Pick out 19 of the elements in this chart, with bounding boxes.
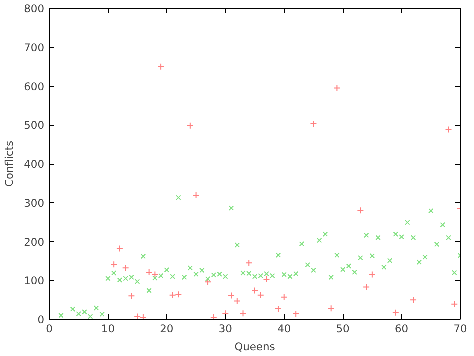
x-tick-label: 10	[101, 322, 116, 336]
y-tick-label: 700	[24, 41, 45, 54]
y-tick-label: 200	[24, 236, 45, 249]
x-tick-label: 20	[160, 322, 174, 336]
y-axis-title: Conflicts	[3, 140, 16, 187]
y-tick-label: 800	[24, 2, 45, 16]
y-tick-label: 600	[24, 80, 45, 94]
y-tick-label: 300	[24, 196, 45, 210]
x-tick-label: 50	[336, 322, 350, 336]
x-tick-label: 0	[46, 322, 54, 336]
y-tick-label: 400	[24, 158, 45, 171]
y-tick-label: 100	[24, 274, 45, 288]
x-tick-label: 60	[395, 322, 409, 336]
x-tick-label: 70	[454, 322, 468, 336]
y-tick-label: 500	[24, 119, 45, 132]
x-axis-title: Queens	[234, 340, 276, 354]
x-tick-label: 30	[218, 322, 233, 336]
x-tick-label: 40	[278, 322, 292, 336]
y-tick-label: 0	[38, 314, 45, 326]
